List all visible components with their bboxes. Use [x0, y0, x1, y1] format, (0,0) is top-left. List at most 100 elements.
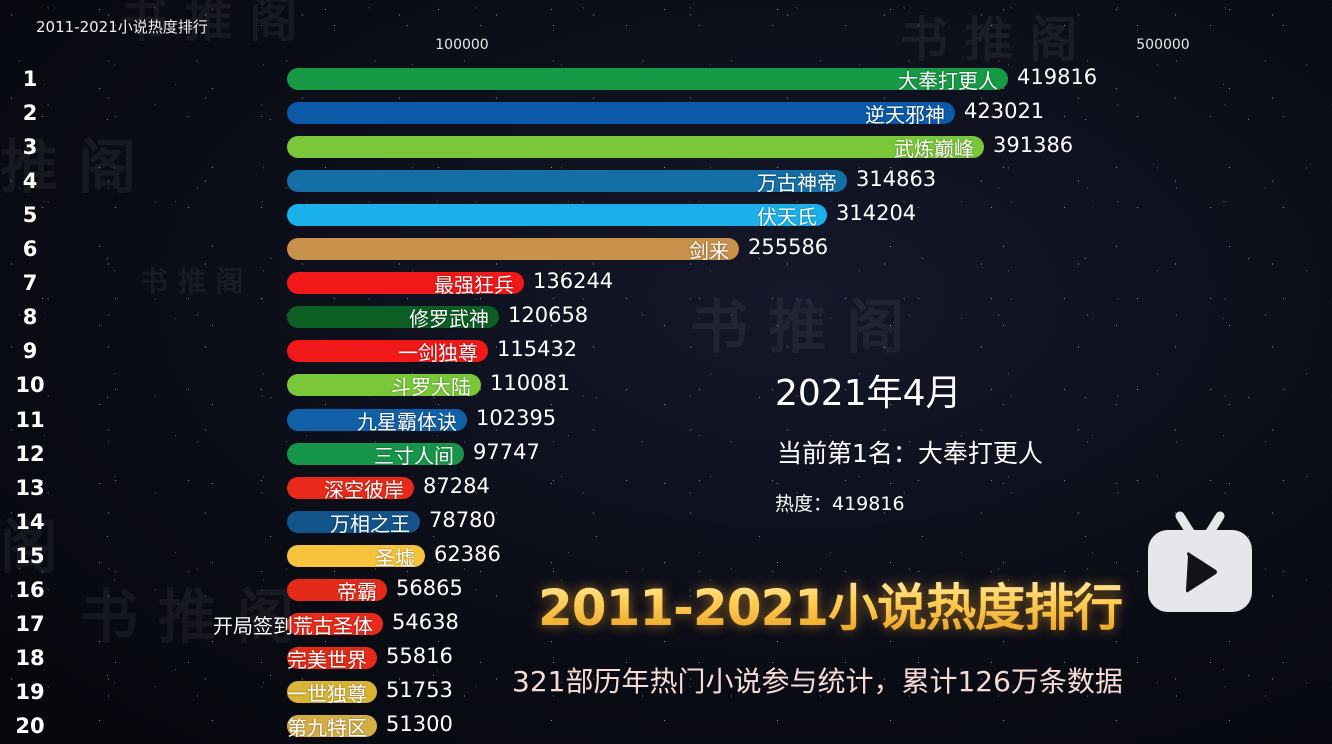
rank-number: 15 [15, 543, 45, 568]
bar-value: 97747 [473, 439, 540, 464]
chart-row: 16 帝霸 56865 [0, 574, 1332, 608]
bar-label: 大奉打更人 [898, 69, 998, 93]
bar-label: 完美世界 [287, 647, 367, 672]
chart-row: 12 三寸人间 97747 [0, 438, 1332, 472]
chart-corner-title: 2011-2021小说热度排行 [36, 18, 208, 36]
bar-label: 第九特区 [287, 715, 367, 740]
rank-number: 5 [22, 203, 38, 228]
current-date: 2021年4月 [775, 373, 962, 414]
axis-tick-label: 500000 [1136, 37, 1190, 53]
bar [287, 476, 414, 499]
bar [287, 442, 464, 465]
bar-value: 54638 [392, 609, 459, 634]
rank-number: 6 [22, 237, 38, 262]
chart-row: 11 九星霸体诀 102395 [0, 404, 1332, 438]
chart-row: 9 一剑独尊 115432 [0, 335, 1332, 369]
bar-label: 圣墟 [375, 545, 415, 570]
bar-value: 51753 [386, 677, 453, 702]
chart-row: 14 万相之王 78780 [0, 506, 1332, 540]
bar [287, 204, 827, 227]
bar-label: 逆天邪神 [865, 103, 945, 128]
bar-value: 255586 [748, 235, 829, 260]
rank-number: 3 [22, 135, 38, 160]
rank-number: 11 [15, 407, 45, 432]
current-leader: 当前第1名：大奉打更人 [777, 439, 1043, 468]
chart-row: 18 完美世界 55816 [0, 642, 1332, 676]
rank-number: 13 [15, 475, 45, 500]
rank-number: 2 [22, 101, 38, 126]
bar-value: 51300 [386, 711, 453, 736]
bar-label: 九星霸体诀 [357, 409, 457, 434]
chart-row: 2 逆天邪神 423021 [0, 97, 1332, 131]
bar-value: 115432 [497, 337, 578, 362]
bar [287, 680, 377, 703]
bar-value: 314863 [856, 167, 937, 192]
bar-label: 深空彼岸 [324, 477, 404, 502]
chart-row: 19 一世独尊 51753 [0, 676, 1332, 710]
bar [287, 408, 467, 431]
bar [287, 578, 387, 601]
bar [287, 238, 739, 261]
bar-label: 万相之王 [330, 511, 410, 536]
rank-number: 10 [15, 373, 45, 398]
bar-label: 斗罗大陆 [391, 375, 471, 400]
bar-value: 314204 [836, 201, 917, 226]
rank-number: 18 [15, 645, 45, 670]
video-play-tv-icon [1146, 510, 1254, 614]
rank-number: 14 [15, 509, 45, 534]
chart-row: 1 大奉打更人 419816 [0, 63, 1332, 97]
chart-row: 4 万古神帝 314863 [0, 165, 1332, 199]
bar [287, 714, 377, 737]
bar-label: 开局签到荒古圣体 [213, 613, 373, 638]
bar [287, 612, 383, 635]
bar-label: 一剑独尊 [398, 341, 478, 366]
bar-label: 修罗武神 [409, 307, 489, 332]
chart-row: 5 伏天氏 314204 [0, 199, 1332, 233]
chart-row: 15 圣墟 62386 [0, 540, 1332, 574]
rank-number: 9 [22, 339, 38, 364]
chart-row: 7 最强狂兵 136244 [0, 267, 1332, 301]
rank-number: 12 [15, 441, 45, 466]
bar-value: 78780 [429, 507, 496, 532]
bar-value: 110081 [490, 371, 571, 396]
bar [287, 544, 425, 567]
current-heat: 热度：419816 [775, 493, 905, 515]
headline-subtitle: 321部历年热门小说参与统计，累计126万条数据 [512, 665, 1123, 698]
bar-value: 56865 [396, 575, 463, 600]
chart-row: 8 修罗武神 120658 [0, 301, 1332, 335]
rank-number: 19 [15, 679, 45, 704]
bar-label: 武炼巅峰 [894, 137, 974, 162]
rank-number: 1 [22, 67, 38, 91]
bar-value: 423021 [964, 99, 1045, 124]
bar-label: 伏天氏 [757, 205, 817, 230]
bar [287, 272, 524, 295]
bar [287, 136, 984, 159]
bar-value: 391386 [993, 133, 1074, 158]
rank-number: 17 [15, 611, 45, 636]
chart-row: 17 开局签到荒古圣体 54638 [0, 608, 1332, 642]
bar-value: 136244 [533, 269, 614, 294]
bar [287, 340, 488, 363]
chart-row: 20 第九特区 51300 [0, 710, 1332, 744]
bar [287, 510, 420, 533]
tv-logo-svg [1148, 511, 1252, 612]
chart-row: 13 深空彼岸 87284 [0, 472, 1332, 506]
bar-label: 最强狂兵 [434, 273, 514, 298]
bar-value: 55816 [386, 643, 453, 668]
bar-label: 三寸人间 [374, 443, 454, 468]
watermark: 书 推 阁 [900, 12, 1078, 68]
bar-value: 419816 [1017, 65, 1098, 89]
bar-label: 万古神帝 [757, 171, 837, 196]
bar-value: 102395 [476, 405, 557, 430]
rank-number: 16 [15, 577, 45, 602]
bar [287, 374, 481, 397]
bar-label: 剑来 [689, 239, 729, 264]
headline-title: 2011-2021小说热度排行 [538, 568, 1123, 640]
bar [287, 102, 955, 125]
bar [287, 646, 377, 669]
bar-label: 帝霸 [337, 579, 377, 604]
rank-number: 20 [15, 713, 45, 738]
bar [287, 170, 847, 193]
bar [287, 68, 1008, 90]
axis-tick-label: 100000 [435, 37, 489, 53]
